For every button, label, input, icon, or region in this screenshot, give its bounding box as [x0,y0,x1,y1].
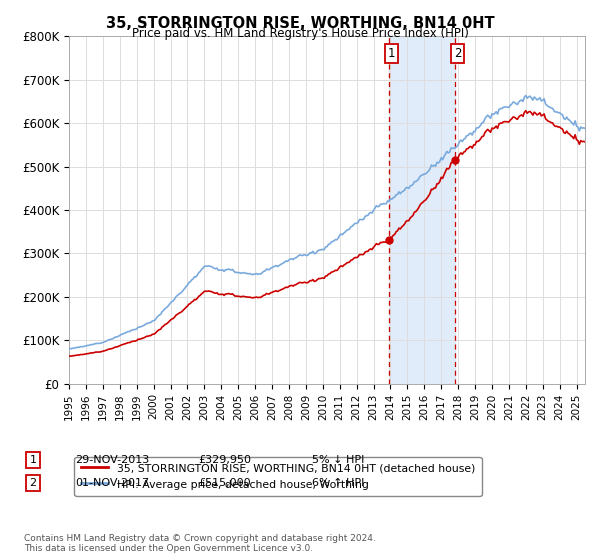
Text: 6% ↑ HPI: 6% ↑ HPI [312,478,364,488]
Text: £515,000: £515,000 [198,478,251,488]
Text: 2: 2 [454,47,461,60]
Text: 01-NOV-2017: 01-NOV-2017 [75,478,149,488]
Text: Contains HM Land Registry data © Crown copyright and database right 2024.
This d: Contains HM Land Registry data © Crown c… [24,534,376,553]
Legend: 35, STORRINGTON RISE, WORTHING, BN14 0HT (detached house), HPI: Average price, d: 35, STORRINGTON RISE, WORTHING, BN14 0HT… [74,457,482,496]
Text: 1: 1 [29,455,37,465]
Text: £329,950: £329,950 [198,455,251,465]
Bar [389,36,455,384]
Text: 2: 2 [29,478,37,488]
Text: Price paid vs. HM Land Registry's House Price Index (HPI): Price paid vs. HM Land Registry's House … [131,27,469,40]
Text: 35, STORRINGTON RISE, WORTHING, BN14 0HT: 35, STORRINGTON RISE, WORTHING, BN14 0HT [106,16,494,31]
Text: 1: 1 [388,47,395,60]
Text: 29-NOV-2013: 29-NOV-2013 [75,455,149,465]
Text: 5% ↓ HPI: 5% ↓ HPI [312,455,364,465]
